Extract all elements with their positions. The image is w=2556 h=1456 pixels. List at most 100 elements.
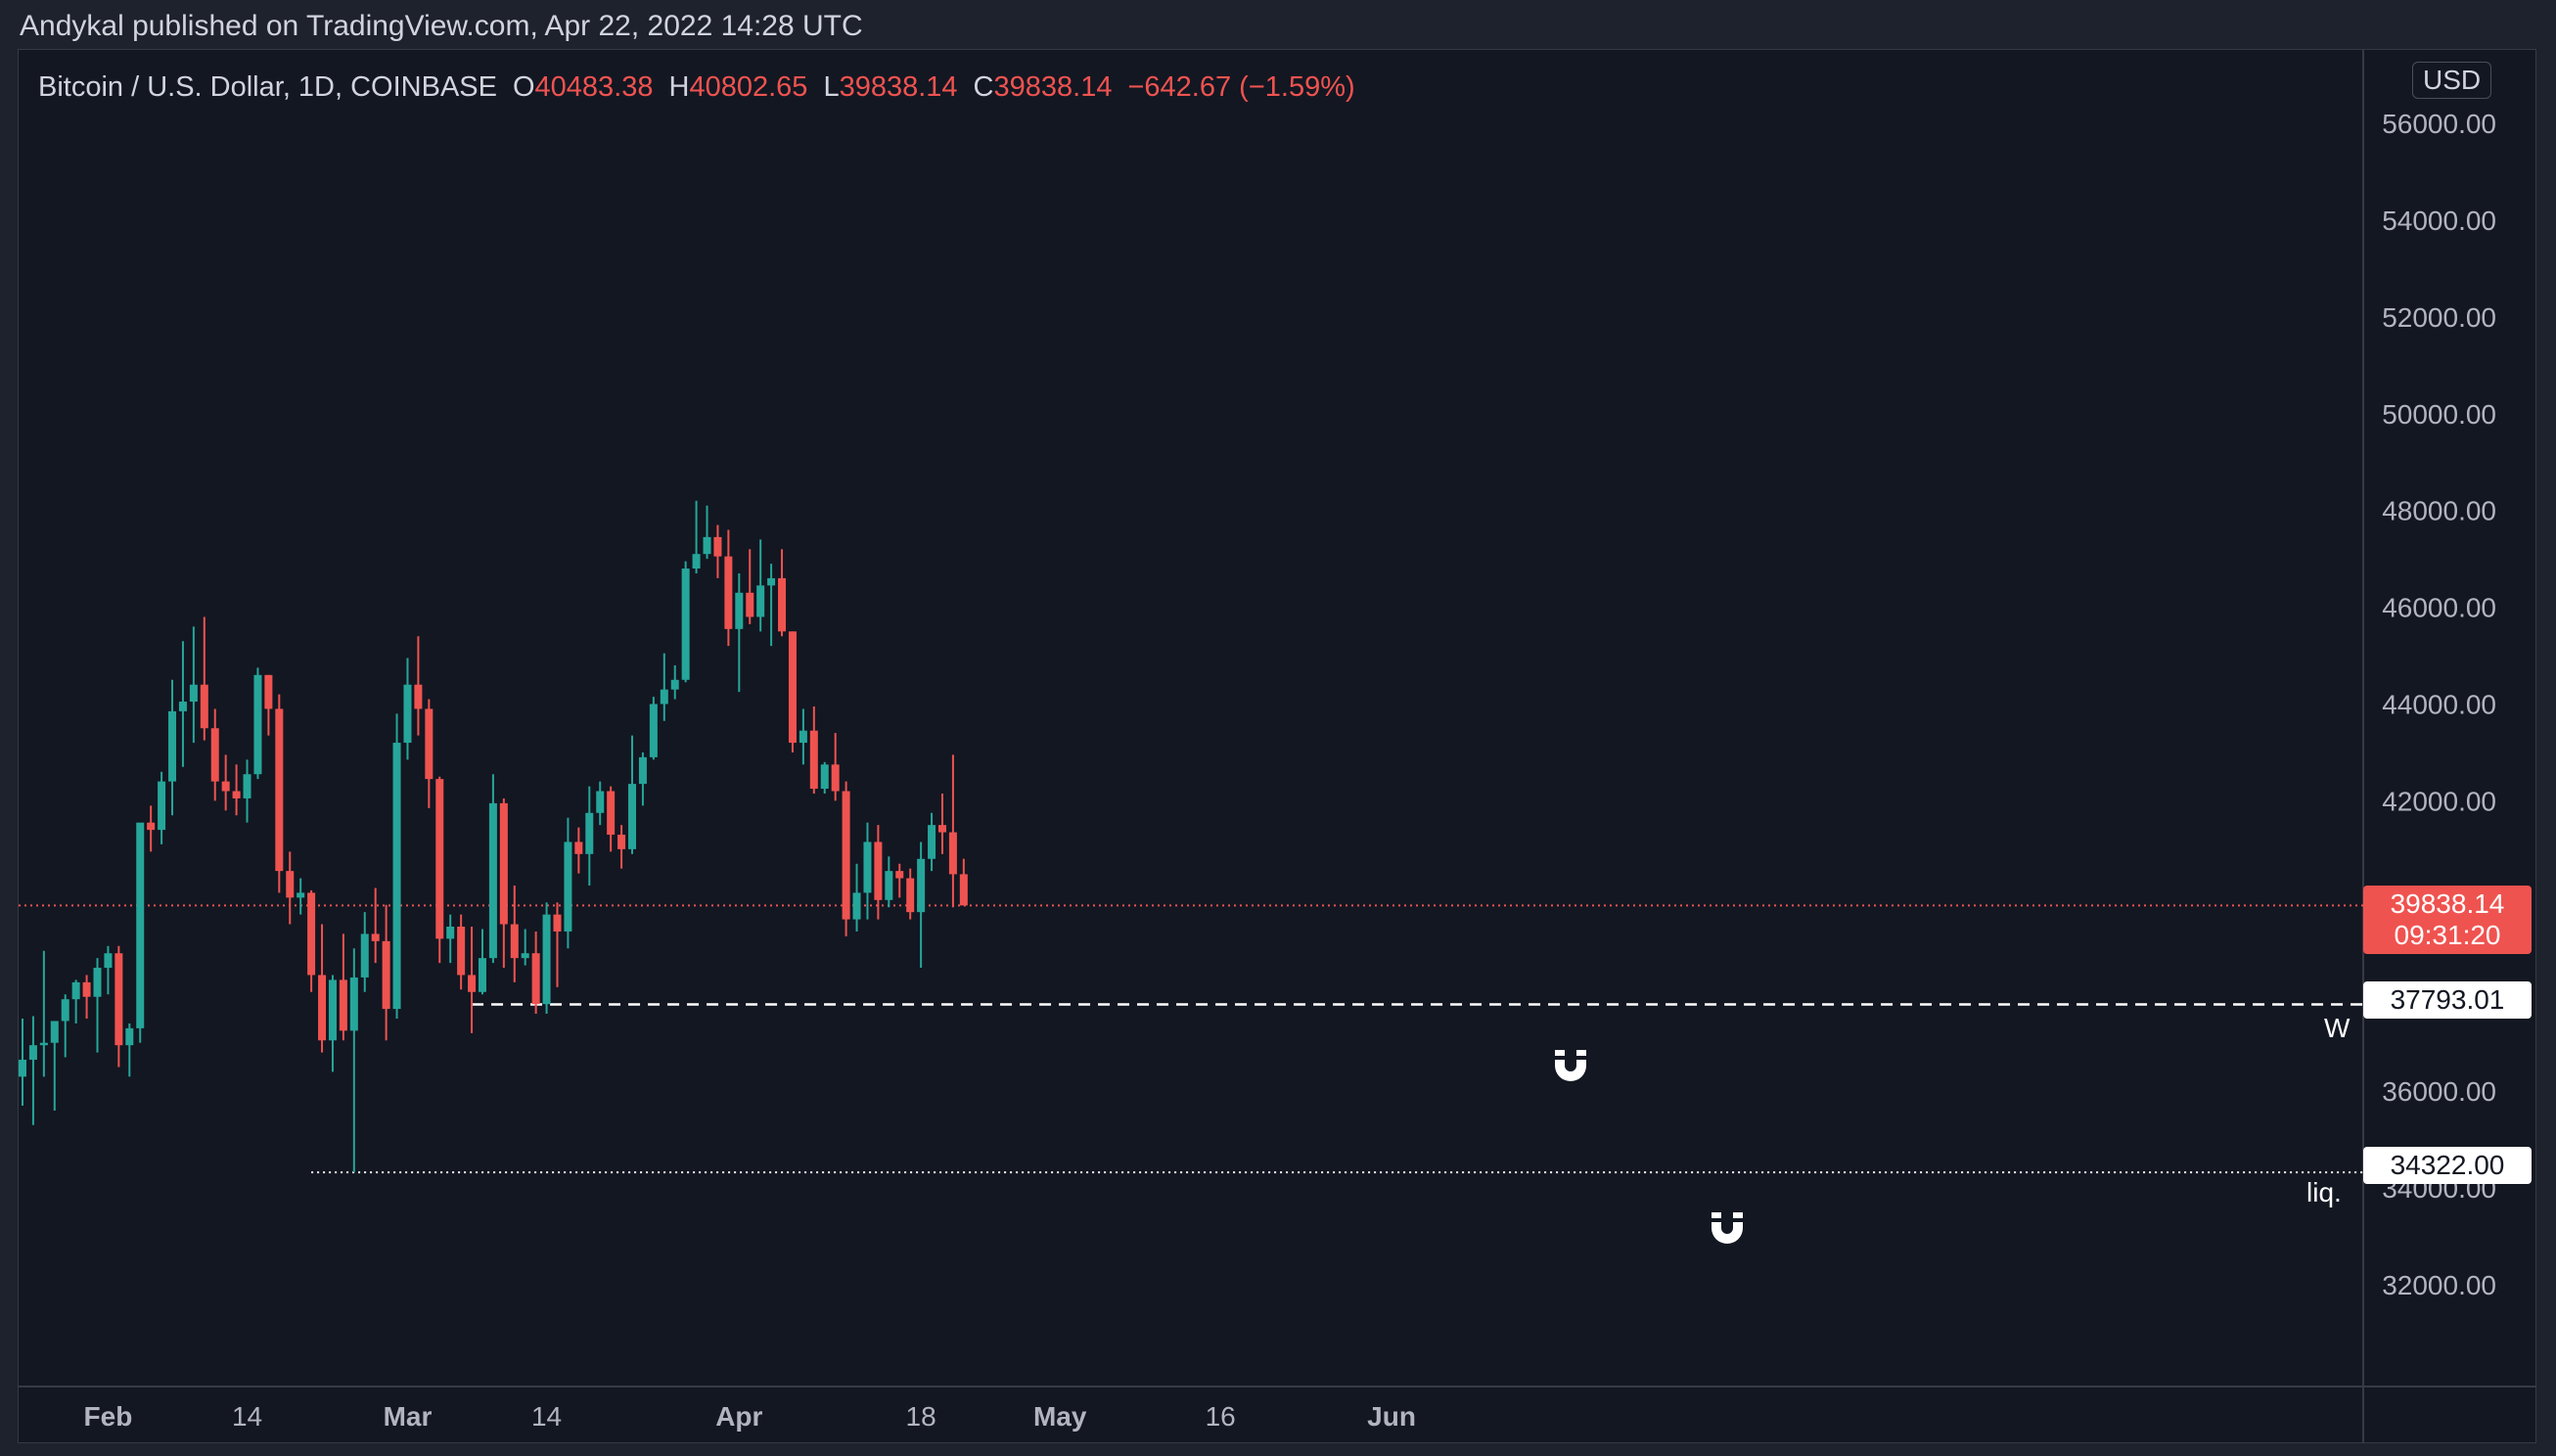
candle-body [809, 730, 818, 790]
candle-body [446, 927, 455, 939]
high-value: 40802.65 [689, 71, 808, 103]
candle [200, 616, 208, 741]
candle-body [414, 684, 423, 709]
candles-layer [19, 500, 968, 1173]
candle [895, 863, 904, 898]
candle [617, 825, 626, 869]
candle [104, 945, 113, 995]
candle [478, 929, 486, 995]
candle-body [788, 631, 797, 744]
candle-body [767, 577, 776, 586]
candle-body [948, 832, 957, 875]
candle [521, 929, 529, 966]
candle [542, 902, 551, 1015]
open-label: O [512, 71, 535, 103]
candle [414, 636, 423, 736]
candle [221, 754, 230, 811]
liq-level-price-tag: 34322.00 [2363, 1147, 2532, 1184]
candle-body [19, 1060, 26, 1077]
candle-body [307, 892, 316, 976]
candle [917, 842, 926, 969]
candle-body [735, 592, 744, 629]
candle [713, 524, 722, 578]
candle-body [499, 802, 508, 925]
candle [842, 781, 850, 936]
candle [937, 793, 946, 854]
candle-body [39, 1042, 48, 1046]
candle-body [61, 999, 69, 1022]
time-tick-label: Feb [84, 1401, 133, 1432]
candle-body [863, 842, 872, 893]
candle-body [243, 774, 251, 798]
candle-body [28, 1045, 37, 1061]
candle [928, 812, 936, 872]
candlestick-chart[interactable]: 56000.00 54000.00 52000.00 50000.00 48000.00… [19, 50, 2536, 1443]
candle-body [168, 710, 177, 782]
close-label: C [973, 71, 994, 103]
time-tick-label: May [1033, 1401, 1087, 1432]
price-tick-label: 46000.00 [2382, 593, 2496, 623]
candle-body [339, 979, 347, 1031]
candle-body [638, 756, 647, 785]
candle [371, 887, 380, 964]
candle [724, 529, 733, 647]
candle [468, 927, 477, 1033]
candle-body [457, 927, 466, 976]
candle-body [820, 764, 829, 790]
candle-body [799, 730, 807, 744]
price-tick-label: 36000.00 [2382, 1076, 2496, 1107]
candle-body [200, 684, 208, 729]
candle [681, 561, 690, 683]
publication-attribution: Andykal published on TradingView.com, Ap… [20, 10, 863, 42]
time-tick-label: 18 [906, 1401, 936, 1432]
liq-level-label: liq. [2306, 1177, 2342, 1207]
magnet-icon[interactable] [1553, 1048, 1588, 1085]
price-tick-label: 48000.00 [2382, 496, 2496, 526]
candle [61, 994, 69, 1058]
candle [307, 889, 316, 992]
candle-body [136, 822, 145, 1028]
candle [178, 641, 187, 767]
candle [510, 885, 519, 982]
candle-body [607, 791, 616, 836]
low-label: L [823, 71, 840, 103]
candle [607, 786, 616, 852]
candle [446, 914, 455, 964]
high-label: H [668, 71, 690, 103]
candle [692, 500, 701, 573]
candle [125, 1023, 134, 1077]
candle [959, 858, 968, 906]
candle-body [510, 924, 519, 959]
candle [628, 735, 637, 854]
time-axis: Feb 14 Mar 14 Apr 18 May 16 Jun [84, 1401, 1416, 1432]
magnet-icon[interactable] [1710, 1210, 1745, 1248]
candle [275, 694, 284, 893]
candle-body [628, 784, 637, 849]
candle-body [360, 933, 369, 978]
candle-body [50, 1021, 59, 1043]
candle [649, 697, 658, 760]
close-value: 39838.14 [993, 71, 1113, 103]
candle-body [425, 708, 434, 780]
candle-body [104, 953, 113, 969]
candle-body [264, 674, 273, 709]
candle [297, 878, 305, 915]
price-axis: 56000.00 54000.00 52000.00 50000.00 48000.00… [2382, 109, 2496, 1300]
change-value: −642.67 (−1.59%) [1127, 71, 1355, 103]
candle [264, 674, 273, 736]
symbol-description: Bitcoin / U.S. Dollar, 1D, COINBASE [38, 71, 497, 103]
candle-body [660, 689, 668, 705]
currency-button[interactable]: USD [2412, 62, 2492, 99]
time-tick-label: Mar [384, 1401, 433, 1432]
candle [360, 912, 369, 992]
candle-body [82, 981, 91, 997]
candle [50, 1021, 59, 1111]
w-level-label: W [2324, 1013, 2351, 1043]
bar-countdown: 09:31:20 [2394, 920, 2501, 950]
price-tick-label: 52000.00 [2382, 302, 2496, 333]
candle [756, 539, 765, 632]
candle-body [724, 556, 733, 629]
chart-panel[interactable]: 56000.00 54000.00 52000.00 50000.00 48000.00… [18, 49, 2536, 1443]
candle-body [959, 874, 968, 906]
candle [574, 827, 583, 874]
